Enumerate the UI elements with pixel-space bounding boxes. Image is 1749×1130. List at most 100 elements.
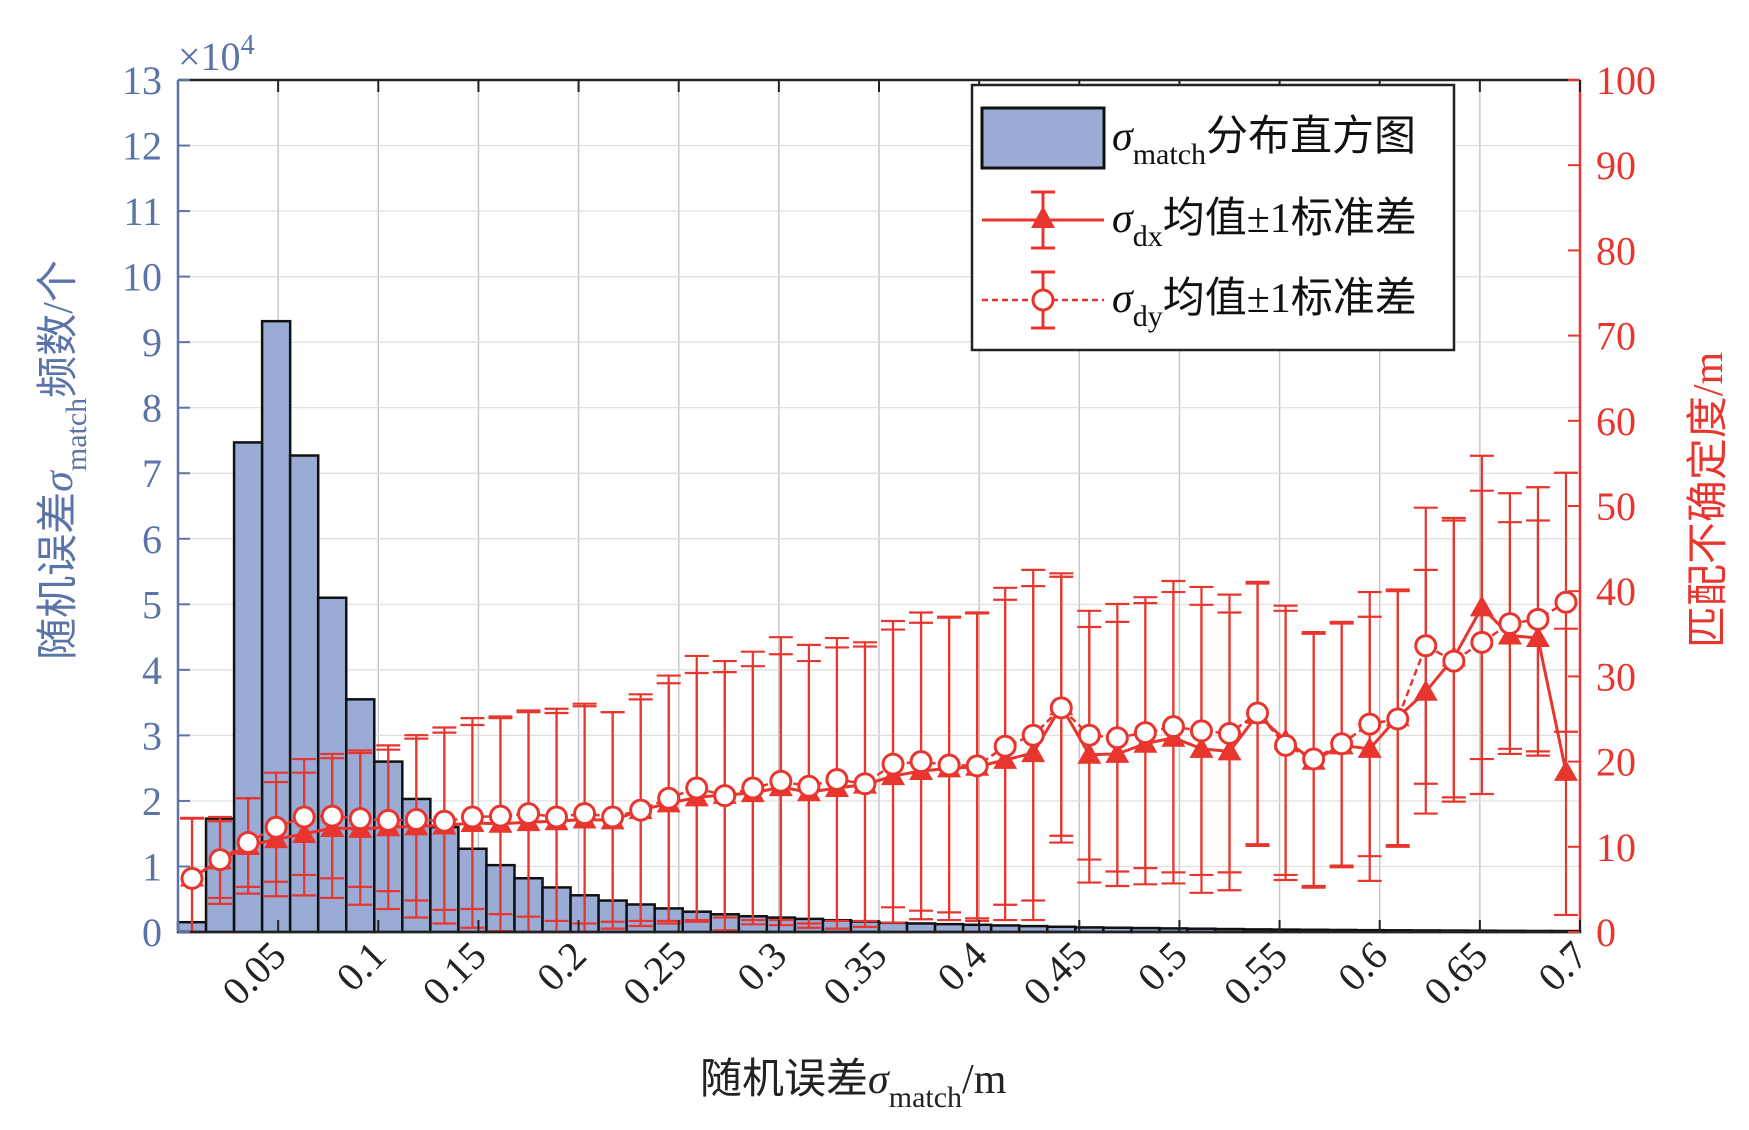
series-marker: [657, 786, 681, 810]
series-marker: [404, 808, 428, 832]
left-tick-label: 7: [142, 451, 162, 496]
right-y-axis-title: 匹配不确定度/m: [1685, 352, 1732, 649]
right-tick-label: 30: [1596, 654, 1636, 699]
right-tick-label: 90: [1596, 143, 1636, 188]
legend-dy-marker: [982, 270, 1104, 330]
right-tick-label: 10: [1596, 825, 1636, 870]
x-tick-label: 0.6: [1329, 933, 1396, 1000]
series-marker: [376, 808, 400, 832]
left-tick-label: 2: [142, 779, 162, 824]
right-tick-label: 100: [1596, 58, 1656, 103]
legend-histogram-swatch: [980, 106, 1106, 170]
x-tick-label: 0.1: [327, 933, 394, 1000]
x-axis-title: 随机误差σmatch/m: [700, 1057, 1007, 1114]
series-marker: [292, 805, 316, 829]
series-marker: [797, 774, 821, 798]
left-tick-label: 13: [122, 58, 162, 103]
x-tick-label: 0.55: [1215, 933, 1296, 1014]
left-y-axis-title: 随机误差σmatch频数/个: [36, 260, 93, 660]
series-marker: [573, 802, 597, 826]
x-tick-label: 0.35: [814, 933, 895, 1014]
left-tick-label: 1: [142, 844, 162, 889]
right-tick-label: 70: [1596, 314, 1636, 359]
legend-dy-label: σdy均值±1标准差: [1112, 276, 1417, 333]
right-tick-label: 50: [1596, 484, 1636, 529]
left-tick-label: 6: [142, 517, 162, 562]
x-tick-label: 0.65: [1415, 933, 1496, 1014]
right-tick-label: 20: [1596, 740, 1636, 785]
series-marker: [853, 772, 877, 796]
series-marker: [1470, 630, 1494, 654]
x-tick-label: 0.2: [528, 933, 595, 1000]
x-tick-label: 0.15: [413, 933, 494, 1014]
series-marker: [937, 753, 961, 777]
x-tick-label: 0.45: [1014, 933, 1095, 1014]
x-tick-label: 0.4: [928, 933, 995, 1000]
series-marker: [825, 767, 849, 791]
histogram-bar: [905, 922, 937, 934]
series-marker: [1049, 696, 1073, 720]
series-marker: [1358, 712, 1382, 736]
series-marker: [517, 802, 540, 826]
series-marker: [460, 805, 484, 829]
left-tick-label: 0: [142, 910, 162, 955]
series-marker: [180, 866, 204, 890]
series-marker: [545, 805, 569, 829]
series-marker: [1218, 721, 1241, 745]
legend-dx-marker: [982, 190, 1104, 250]
right-tick-label: 80: [1596, 228, 1636, 273]
left-tick-label: 3: [142, 713, 162, 758]
left-tick-label: 8: [142, 386, 162, 431]
series-marker: [348, 807, 372, 831]
left-tick-label: 12: [122, 124, 162, 169]
left-exponent-label: ×104: [178, 30, 255, 79]
series-marker: [1442, 649, 1466, 673]
series-marker: [1274, 733, 1298, 757]
series-marker: [993, 734, 1017, 758]
series-marker: [488, 804, 512, 828]
series-marker: [1554, 590, 1578, 614]
series-marker: [208, 848, 232, 872]
series-marker: [320, 804, 344, 828]
x-tick-label: 0.5: [1129, 933, 1196, 1000]
series-layer: [180, 454, 1578, 934]
series-marker: [264, 815, 288, 839]
x-tick-label: 0.3: [728, 933, 795, 1000]
series-marker: [1246, 701, 1270, 725]
series-marker: [629, 798, 653, 822]
right-tick-label: 0: [1596, 910, 1616, 955]
series-marker: [741, 776, 765, 800]
left-tick-label: 4: [142, 648, 162, 693]
x-tick-label: 0.7: [1529, 933, 1596, 1000]
left-tick-label: 9: [142, 320, 162, 365]
right-tick-label: 40: [1596, 569, 1636, 614]
series-marker: [1553, 759, 1578, 781]
series-marker: [1498, 612, 1522, 636]
series-marker: [1302, 747, 1326, 771]
series-marker: [1021, 723, 1045, 747]
axes-layer: [176, 78, 1582, 934]
series-marker: [236, 831, 260, 855]
series-marker: [1161, 715, 1185, 739]
histogram-bar: [877, 921, 909, 934]
series-marker: [1189, 719, 1213, 743]
x-tick-label: 0.25: [614, 933, 695, 1014]
series-marker: [1526, 607, 1550, 631]
legend-dx-label: σdx均值±1标准差: [1112, 196, 1417, 253]
series-marker: [909, 750, 933, 774]
legend-histogram-label: σmatch分布直方图: [1112, 114, 1416, 171]
series-marker: [1133, 721, 1157, 745]
series-marker: [1386, 707, 1410, 731]
series-marker: [965, 754, 989, 778]
x-tick-label: 0.05: [213, 933, 294, 1014]
series-marker: [432, 809, 456, 833]
legend: σmatch分布直方图 σdx均值±1标准差 σdy均值±1标准差: [970, 83, 1456, 352]
series-marker: [769, 769, 793, 793]
left-tick-label: 10: [122, 255, 162, 300]
series-marker: [1105, 726, 1129, 750]
series-marker: [713, 784, 737, 808]
series-marker: [1077, 723, 1101, 747]
series-marker: [1330, 732, 1354, 756]
